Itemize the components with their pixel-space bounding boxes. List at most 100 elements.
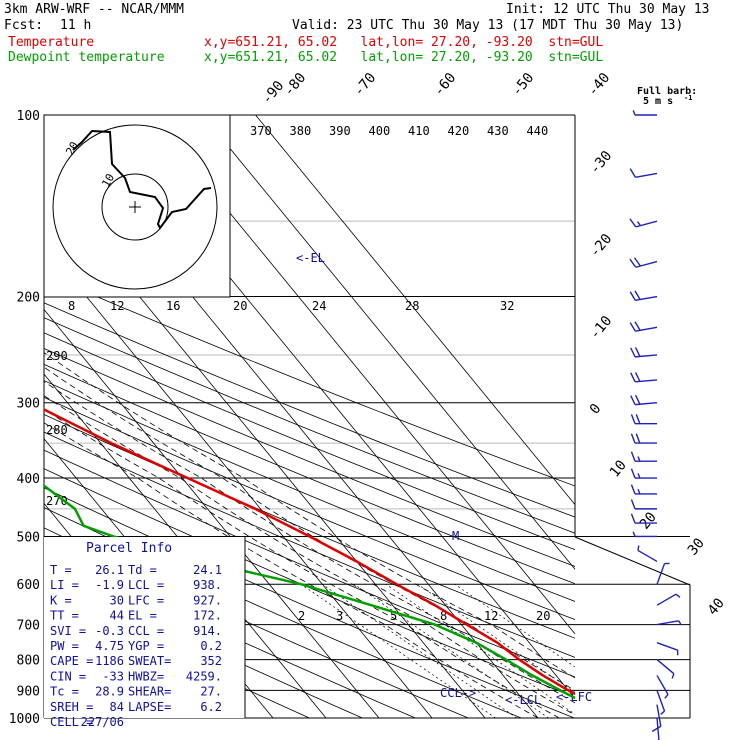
pressure-label-300: 300 xyxy=(17,397,40,412)
barb-flag xyxy=(630,219,636,227)
mixing-line-3 xyxy=(322,584,516,718)
parcel-value: 227/06 xyxy=(81,715,124,729)
parcel-key: T = xyxy=(50,563,72,577)
wind-barb xyxy=(630,322,657,331)
parcel-key: Tc = xyxy=(50,685,79,699)
barb-flag xyxy=(665,694,668,698)
barb-flag xyxy=(635,258,641,266)
barb-flag xyxy=(630,292,635,301)
speed-scale-label: 8 xyxy=(68,299,75,313)
parcel-value: 938. xyxy=(193,578,222,592)
isotherm-label: -30 xyxy=(587,148,616,178)
parcel-value: 44 xyxy=(110,609,124,623)
isotherm-label: -80 xyxy=(281,70,310,100)
barb-flag xyxy=(631,373,635,382)
isotherm--90 xyxy=(0,115,8,718)
barb-flag xyxy=(630,259,636,267)
parcel-value: 28.9 xyxy=(95,685,124,699)
isotherm-label: 0 xyxy=(587,401,605,418)
wind-barb xyxy=(657,660,674,679)
barb-flag xyxy=(638,473,640,478)
barb-flag xyxy=(638,222,641,226)
barb-flag xyxy=(631,469,635,478)
barb-key-exponent: -1 xyxy=(684,94,692,102)
pressure-label-400: 400 xyxy=(17,472,40,487)
parcel-value: -0.3 xyxy=(95,624,124,638)
mixing-line-20 xyxy=(455,584,649,718)
isotherm-label: 40 xyxy=(705,595,728,618)
parcel-key: SREH = xyxy=(50,700,93,714)
barb-staff xyxy=(635,173,657,177)
wind-barb xyxy=(630,169,657,178)
barb-flag xyxy=(676,594,680,597)
barb-staff xyxy=(638,550,657,561)
parcel-key: CAPE = xyxy=(50,654,93,668)
wind-barb xyxy=(631,485,657,494)
parcel-key: Td = xyxy=(128,563,157,577)
theta-e-label: 390 xyxy=(329,124,351,138)
wind-barb xyxy=(630,291,657,300)
theta-e-label: 400 xyxy=(369,124,391,138)
isotherm-label: -10 xyxy=(587,313,616,343)
barb-staff xyxy=(657,621,679,625)
isotherm-label: -50 xyxy=(509,70,538,100)
isotherm-label: 20 xyxy=(637,509,660,532)
barb-flag xyxy=(636,434,640,443)
barb-flag xyxy=(631,452,635,461)
parcel-key: HWBZ= xyxy=(128,669,164,683)
parcel-key: CCL = xyxy=(128,624,164,638)
barb-flag xyxy=(635,291,640,300)
barb-flag xyxy=(630,323,635,332)
barb-flag xyxy=(631,485,635,494)
parcel-value: 4259. xyxy=(186,669,222,683)
parcel-value: 172. xyxy=(193,609,222,623)
isotherm-label: -60 xyxy=(431,70,460,100)
barb-key-value: 5 m s xyxy=(643,96,673,107)
parcel-value: 6.2 xyxy=(200,700,222,714)
speed-scale-label: 12 xyxy=(110,299,124,313)
barb-staff xyxy=(635,403,657,405)
wind-barb xyxy=(631,395,657,404)
barb-flag xyxy=(630,169,635,178)
parcel-key: LCL = xyxy=(128,578,164,592)
barb-flag xyxy=(635,322,640,331)
barb-flag xyxy=(631,414,635,423)
parcel-value: 84 xyxy=(110,700,124,714)
wind-barb xyxy=(657,643,678,656)
isotherm-label: 10 xyxy=(607,457,630,480)
barb-staff xyxy=(635,355,657,357)
wind-barb xyxy=(631,347,657,356)
pressure-label-900: 900 xyxy=(17,684,40,699)
parcel-value: 914. xyxy=(193,624,222,638)
pressure-label-700: 700 xyxy=(17,619,40,634)
theta-e-label: 430 xyxy=(487,124,509,138)
barb-staff xyxy=(635,380,657,382)
wind-barb xyxy=(657,594,680,605)
parcel-value: 27. xyxy=(200,685,222,699)
isotherm-label: -40 xyxy=(585,70,614,100)
isotherm-label: -70 xyxy=(351,70,380,100)
wind-barb xyxy=(633,532,657,537)
theta-e-label: 440 xyxy=(527,124,549,138)
barb-flag xyxy=(638,489,640,494)
wind-barb xyxy=(631,469,657,478)
barb-staff xyxy=(657,660,674,674)
speed-scale-label: 24 xyxy=(312,299,326,313)
parcel-value: 30 xyxy=(110,593,124,607)
lcl-annotation: <-LCL xyxy=(505,693,541,707)
dry-adiabat-label: 280 xyxy=(46,423,68,437)
isotherm-label: 30 xyxy=(685,535,708,558)
ccl-annotation: CCL-> xyxy=(440,686,476,700)
barb-flag xyxy=(638,456,640,461)
parcel-key: SVI = xyxy=(50,624,86,638)
parcel-value: 1186 xyxy=(95,654,124,668)
parcel-key: YGP = xyxy=(128,639,164,653)
mixing-ratio-label: 12 xyxy=(484,609,498,623)
barb-flag xyxy=(633,110,635,115)
mixing-ratio-label: 2 xyxy=(298,609,305,623)
parcel-value: -33 xyxy=(102,669,124,683)
barb-staff xyxy=(657,594,676,605)
parcel-key: SHEAR= xyxy=(128,685,171,699)
